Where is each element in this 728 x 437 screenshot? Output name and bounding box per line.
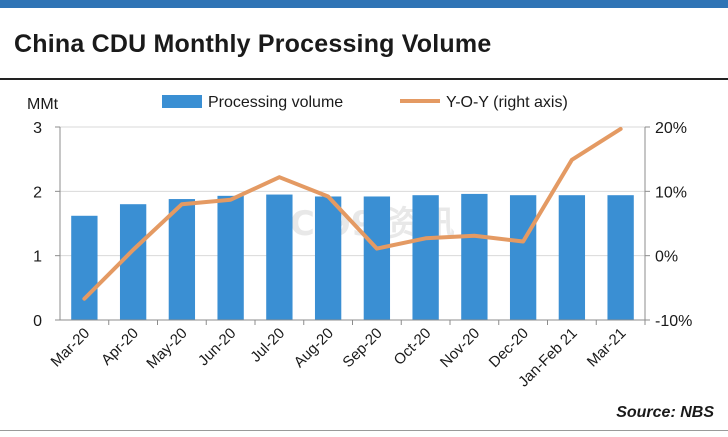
left-tick-label: 2 [33, 184, 42, 201]
left-tick-label: 3 [33, 120, 42, 137]
bar-processing-volume [509, 195, 537, 320]
left-tick-label: 1 [33, 249, 42, 266]
y-axis-unit-label: MMt [27, 96, 59, 113]
right-tick-label: 10% [655, 184, 687, 201]
x-category-label: Mar-21 [584, 325, 630, 371]
title-divider [0, 78, 728, 80]
axes [55, 126, 650, 325]
x-category-label: Apr-20 [98, 325, 142, 369]
source-note: Source: NBS [616, 404, 714, 421]
top-accent-bar [0, 0, 728, 8]
legend-label-yoy: Y-O-Y (right axis) [446, 94, 568, 111]
bottom-divider [0, 430, 728, 431]
legend-swatch-processing-volume [162, 95, 202, 108]
x-category-label: Nov-20 [437, 325, 483, 371]
x-category-label: Oct-20 [391, 325, 435, 369]
bar-processing-volume [119, 204, 147, 320]
bar-processing-volume [363, 196, 391, 320]
x-category-label: Jul-20 [247, 325, 288, 366]
x-category-label: Jun-20 [195, 325, 239, 369]
x-category-label: Mar-20 [48, 325, 94, 371]
bar-processing-volume [217, 195, 244, 320]
right-tick-label: -10% [655, 313, 692, 330]
right-tick-label: 0% [655, 249, 678, 266]
bar-processing-volume [558, 195, 586, 320]
x-category-label: May-20 [143, 325, 190, 372]
bar-processing-volume [266, 194, 293, 320]
right-tick-label: 20% [655, 120, 687, 137]
bar-processing-volume [71, 215, 98, 320]
line-yoy [82, 126, 623, 301]
x-category-label: Aug-20 [291, 325, 337, 371]
legend: Processing volume Y-O-Y (right axis) [162, 94, 568, 111]
bar-processing-volume [314, 196, 342, 320]
bar-processing-volume [168, 199, 196, 320]
legend-label-processing-volume: Processing volume [208, 94, 343, 111]
bars [71, 193, 634, 320]
yoy-line [82, 126, 623, 301]
x-category-label: Dec-20 [486, 325, 532, 371]
bar-processing-volume [607, 195, 634, 320]
left-tick-label: 0 [33, 313, 42, 330]
x-category-label: Sep-20 [339, 325, 385, 371]
bar-processing-volume [461, 193, 488, 320]
bar-processing-volume [412, 195, 439, 320]
chart-title: China CDU Monthly Processing Volume [14, 30, 492, 58]
